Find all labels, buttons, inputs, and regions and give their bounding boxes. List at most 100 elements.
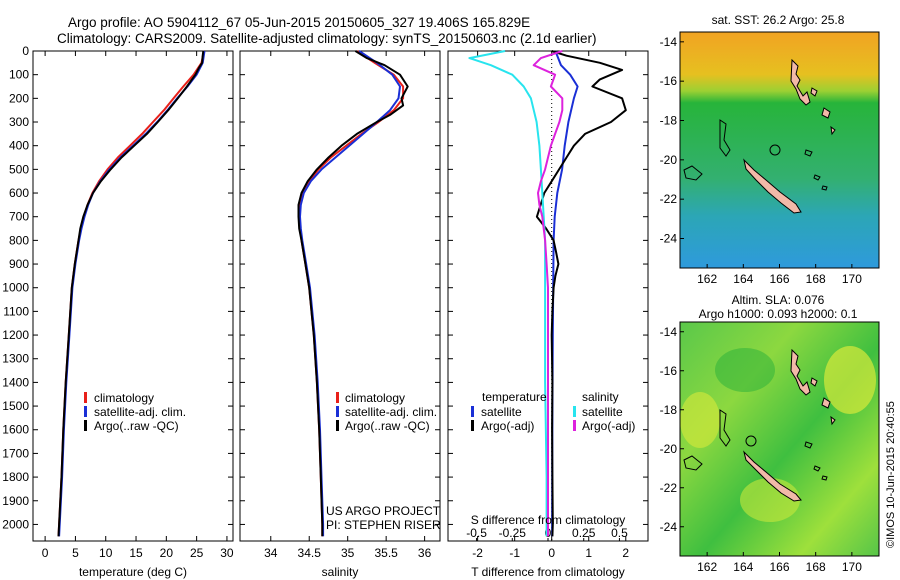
top-x-tick-label: -0.5 xyxy=(466,526,487,540)
difference-legend: temperature salinity satellite Argo(-adj… xyxy=(471,390,635,433)
y-tick-label: 1900 xyxy=(2,494,29,508)
map-y-tick-label: -16 xyxy=(660,364,678,378)
x-tick-label: 34.5 xyxy=(298,546,322,560)
y-tick-label: 900 xyxy=(9,257,29,271)
x-tick-label: 30 xyxy=(220,546,234,560)
x-tick-label: 0 xyxy=(42,546,49,560)
y-tick-label: 0 xyxy=(22,44,29,58)
legend-label-satellite: satellite-adj. clim. xyxy=(94,405,186,419)
map-x-tick-label: 166 xyxy=(769,560,789,574)
legend-label-argo: Argo(..raw -QC) xyxy=(94,419,179,433)
legend-label-t-satellite: satellite xyxy=(481,405,522,419)
x-tick-label: 34 xyxy=(264,546,278,560)
temperature-legend: climatology satellite-adj. clim. Argo(..… xyxy=(84,391,186,433)
loyalty-islands xyxy=(804,441,828,481)
y-tick-label: 300 xyxy=(9,115,29,129)
pi-label: PI: STEPHEN RISER xyxy=(326,518,441,532)
salinity-legend: climatology satellite-adj. clim. Argo(..… xyxy=(326,391,441,532)
map-x-tick-label: 170 xyxy=(842,560,862,574)
legend-label-satellite: satellite-adj. clim. xyxy=(345,405,437,419)
y-tick-label: 1500 xyxy=(2,399,29,413)
y-tick-label: 1300 xyxy=(2,352,29,366)
legend-swatch-argo xyxy=(84,420,87,431)
map-y-tick-label: -22 xyxy=(660,481,678,495)
argo-location-marker xyxy=(769,144,781,156)
y-tick-label: 800 xyxy=(9,233,29,247)
x-tick-label: 20 xyxy=(160,546,174,560)
y-tick-label: 2000 xyxy=(2,517,29,531)
project-label: US ARGO PROJECT xyxy=(326,504,441,518)
legend-swatch-s-argo xyxy=(573,420,576,431)
chesterfield-reefs xyxy=(683,119,731,181)
sla-map xyxy=(679,321,880,557)
y-tick-label: 200 xyxy=(9,91,29,105)
x-tick-label: 25 xyxy=(190,546,204,560)
header-line2: Climatology: CARS2009. Satellite-adjuste… xyxy=(57,31,597,46)
map-y-tick-label: -18 xyxy=(660,114,678,128)
map-x-tick-label: 166 xyxy=(769,272,789,286)
sst-map-title: sat. SST: 26.2 Argo: 25.8 xyxy=(712,13,845,27)
temperature-xlabel: temperature (deg C) xyxy=(79,565,187,579)
x-tick-label: -1 xyxy=(509,546,520,560)
y-tick-label: 700 xyxy=(9,210,29,224)
legend-label-s-argo: Argo(-adj) xyxy=(582,419,635,433)
series-line-climatology xyxy=(57,50,205,537)
map-y-tick-label: -18 xyxy=(660,403,678,417)
map-x-tick-label: 168 xyxy=(806,272,826,286)
series-line-temperature-argo-adj- xyxy=(535,50,627,537)
difference-xlabel: T difference from climatology xyxy=(471,565,625,579)
salinity-xlabel: salinity xyxy=(322,565,359,579)
x-tick-label: 35 xyxy=(341,546,355,560)
sla-yellow-patch xyxy=(680,392,720,448)
map-y-tick-label: -16 xyxy=(660,74,678,88)
argo-location-marker xyxy=(745,435,757,447)
y-tick-label: 1200 xyxy=(2,328,29,342)
vanuatu-islands xyxy=(790,58,836,136)
legend-label-s-satellite: satellite xyxy=(582,405,623,419)
x-tick-label: 36 xyxy=(418,546,432,560)
salinity-plot: 34 34.5 35 35.5 36 xyxy=(240,50,440,560)
x-tick-label: -2 xyxy=(472,546,483,560)
legend-swatch-argo xyxy=(336,420,339,431)
series-line-argo-raw-qc- xyxy=(297,50,409,537)
y-tick-label: 500 xyxy=(9,162,29,176)
new-caledonia-land xyxy=(743,450,802,502)
vanuatu-islands xyxy=(790,348,836,426)
header-line1: Argo profile: AO 5904112_67 05-Jun-2015 … xyxy=(68,15,530,30)
map-y-tick-label: -24 xyxy=(660,232,678,246)
temperature-panel-frame xyxy=(32,50,234,542)
y-tick-label: 400 xyxy=(9,139,29,153)
y-tick-label: 1000 xyxy=(2,281,29,295)
map-axes: 162 164 166 168 170 -14 -16 -18 -20 -22 -24 162 164 1… xyxy=(660,35,863,574)
y-tick-label: 600 xyxy=(9,186,29,200)
legend-swatch-t-satellite xyxy=(471,406,474,417)
map-x-tick-label: 162 xyxy=(697,560,717,574)
series-line-climatology xyxy=(298,50,405,537)
legend-label-climatology: climatology xyxy=(94,391,154,405)
map-x-tick-label: 164 xyxy=(733,560,753,574)
legend-swatch-climatology xyxy=(84,392,87,403)
map-x-tick-label: 164 xyxy=(733,272,753,286)
x-tick-label: 15 xyxy=(129,546,143,560)
y-tick-label: 1400 xyxy=(2,375,29,389)
legend-swatch-s-satellite xyxy=(573,406,576,417)
legend-title-temperature: temperature xyxy=(482,390,547,404)
map-x-tick-label: 162 xyxy=(697,272,717,286)
sla-map-title1: Altim. SLA: 0.076 xyxy=(732,293,825,307)
y-tick-label: 1800 xyxy=(2,470,29,484)
legend-swatch-satellite xyxy=(84,406,87,417)
new-caledonia-land xyxy=(743,158,802,214)
sst-map xyxy=(679,31,880,269)
legend-label-t-argo: Argo(-adj) xyxy=(481,419,534,433)
x-tick-label: 0 xyxy=(548,546,555,560)
top-x-tick-label: 0.25 xyxy=(572,526,596,540)
map-x-tick-label: 168 xyxy=(806,560,826,574)
legend-title-salinity: salinity xyxy=(582,390,619,404)
series-line-satellite-adj-clim- xyxy=(299,50,401,537)
difference-plot: -2 -1 0 1 2-0.5 -0.25 0 0.25 0.5 xyxy=(448,50,648,560)
x-tick-label: 2 xyxy=(622,546,629,560)
legend-swatch-satellite xyxy=(336,406,339,417)
top-x-tick-label: 0.5 xyxy=(611,526,628,540)
legend-label-climatology: climatology xyxy=(345,391,405,405)
